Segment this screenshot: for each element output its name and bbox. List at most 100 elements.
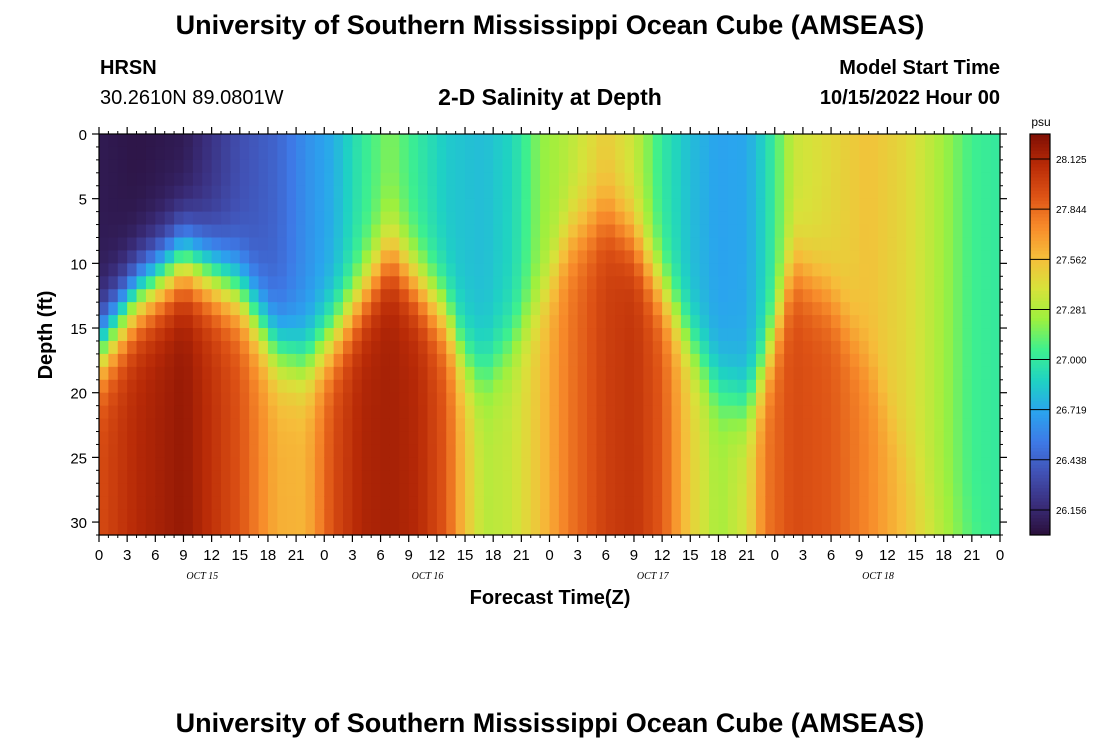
x-tick-label: 21 xyxy=(738,547,755,564)
heatmap-cell xyxy=(709,211,720,226)
heatmap-cell xyxy=(765,392,776,407)
heatmap-cell xyxy=(465,134,476,148)
heatmap-cell xyxy=(333,496,344,510)
heatmap-cell xyxy=(868,418,879,433)
heatmap-cell xyxy=(455,211,466,226)
heatmap-cell xyxy=(267,328,278,342)
heatmap-cell xyxy=(540,522,551,536)
heatmap-cell xyxy=(221,237,231,252)
heatmap-cell xyxy=(784,444,795,458)
heatmap-cell xyxy=(943,237,954,252)
heatmap-cell xyxy=(990,340,1001,355)
heatmap-cell xyxy=(943,340,954,355)
heatmap-cell xyxy=(474,431,485,446)
heatmap-cell xyxy=(849,509,860,523)
heatmap-cell xyxy=(465,224,476,239)
heatmap-cell xyxy=(174,315,185,329)
heatmap-cell xyxy=(211,418,222,433)
heatmap-cell xyxy=(868,328,879,342)
heatmap-cell xyxy=(343,198,354,213)
heatmap-cell xyxy=(887,185,898,200)
heatmap-cell xyxy=(380,250,391,264)
heatmap-cell xyxy=(699,392,710,407)
heatmap-cell xyxy=(896,146,907,161)
heatmap-cell xyxy=(896,457,907,471)
heatmap-cell xyxy=(624,146,635,161)
heatmap-cell xyxy=(868,172,879,187)
heatmap-cell xyxy=(352,457,363,471)
heatmap-cell xyxy=(249,353,260,368)
heatmap-cell xyxy=(418,276,429,290)
heatmap-cell xyxy=(784,185,795,200)
heatmap-cell xyxy=(558,328,569,342)
heatmap-cell xyxy=(493,470,504,484)
heatmap-cell xyxy=(840,289,851,303)
heatmap-cell xyxy=(737,185,748,200)
heatmap-cell xyxy=(643,159,654,174)
heatmap-cell xyxy=(906,328,917,342)
heatmap-cell xyxy=(380,405,391,420)
heatmap-cell xyxy=(981,444,992,458)
heatmap-cell xyxy=(371,418,382,433)
heatmap-cell xyxy=(596,340,607,355)
heatmap-cell xyxy=(699,353,710,368)
heatmap-cell xyxy=(737,146,748,161)
heatmap-cell xyxy=(465,366,476,381)
heatmap-cell xyxy=(943,418,954,433)
heatmap-cell xyxy=(155,159,166,174)
heatmap-cell xyxy=(596,159,607,174)
heatmap-cell xyxy=(427,509,438,523)
heatmap-cell xyxy=(558,509,569,523)
heatmap-cell xyxy=(108,470,119,484)
heatmap-cell xyxy=(680,379,691,394)
heatmap-cell xyxy=(371,522,382,536)
heatmap-cell xyxy=(436,276,447,290)
heatmap-cell xyxy=(821,250,832,264)
heatmap-cell xyxy=(784,250,795,264)
heatmap-cell xyxy=(587,418,598,433)
heatmap-cell xyxy=(164,289,175,303)
heatmap-cell xyxy=(934,405,945,420)
heatmap-cell xyxy=(333,146,344,161)
x-tick-label: 6 xyxy=(151,547,159,564)
heatmap-cell xyxy=(521,263,532,277)
heatmap-cell xyxy=(755,483,766,497)
heatmap-cell xyxy=(605,405,616,420)
heatmap-cell xyxy=(906,444,917,458)
heatmap-cell xyxy=(258,379,269,394)
heatmap-cell xyxy=(446,237,457,252)
heatmap-cell xyxy=(221,315,231,329)
heatmap-cell xyxy=(558,392,569,407)
heatmap-cell xyxy=(943,263,954,277)
heatmap-cell xyxy=(718,263,729,277)
heatmap-cell xyxy=(755,211,766,226)
heatmap-cell xyxy=(408,340,419,355)
heatmap-cell xyxy=(652,146,663,161)
heatmap-cell xyxy=(117,405,128,420)
heatmap-cell xyxy=(662,302,673,316)
heatmap-cell xyxy=(652,263,663,277)
heatmap-cell xyxy=(267,496,278,510)
heatmap-cell xyxy=(633,457,644,471)
heatmap-cell xyxy=(286,146,297,161)
heatmap-cell xyxy=(774,289,785,303)
heatmap-cell xyxy=(333,159,344,174)
heatmap-cell xyxy=(343,263,354,277)
heatmap-cell xyxy=(596,289,607,303)
heatmap-cell xyxy=(427,328,438,342)
heatmap-cell xyxy=(324,418,335,433)
heatmap-cell xyxy=(202,250,213,264)
heatmap-cell xyxy=(521,302,532,316)
heatmap-cell xyxy=(709,405,720,420)
heatmap-cell xyxy=(296,146,307,161)
heatmap-cell xyxy=(455,353,466,368)
heatmap-cell xyxy=(793,457,804,471)
heatmap-cell xyxy=(352,224,363,239)
heatmap-cell xyxy=(230,418,241,433)
heatmap-cell xyxy=(493,211,504,226)
heatmap-cell xyxy=(183,250,194,264)
heatmap-cell xyxy=(164,522,175,536)
heatmap-cell xyxy=(540,340,551,355)
heatmap-cell xyxy=(352,340,363,355)
heatmap-cell xyxy=(718,496,729,510)
